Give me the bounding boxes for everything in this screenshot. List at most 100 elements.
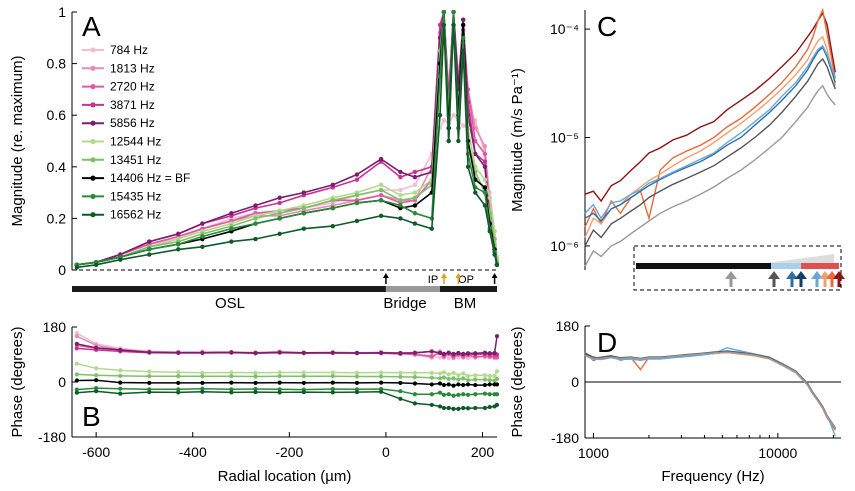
ytick-label-a: 0.8 [47,56,67,72]
legend-marker-4 [90,120,96,126]
inset-arrowhead-0 [725,271,737,279]
point-a [482,143,488,149]
ytick-label-a: 0 [58,262,66,278]
legend-label-2: 2720 Hz [110,80,155,94]
panel-label-b: B [82,401,101,432]
point-a [482,151,488,157]
point-a [441,22,447,28]
ip-label: IP [428,274,438,286]
ytick-label-c: 10⁻⁵ [550,130,579,146]
point-b [473,373,478,378]
point-b [200,380,205,386]
point-b [229,350,234,355]
point-b [456,382,461,387]
inset-arrowhead-3 [795,271,807,279]
point-a [354,177,360,182]
point-b [200,374,205,379]
x-axis-label-b: Radial location (µm) [218,468,352,485]
y-axis-label-b: Phase (degrees) [9,327,26,438]
point-a [451,113,456,118]
point-a [460,123,466,128]
series-b-5 [74,361,500,378]
point-b [176,370,181,375]
anat-arrowhead-0 [382,273,389,278]
inset-bar-bm [801,263,839,269]
point-b [441,370,446,375]
point-b [398,374,403,379]
point-b [446,382,451,387]
series-b-0 [74,331,500,361]
point-a [378,198,384,203]
point-b [429,349,434,354]
point-b [412,370,417,375]
line-b-4 [76,336,498,355]
line-c-6 [584,84,836,267]
point-a [176,242,181,247]
point-b [441,382,446,388]
ytick-label-b: 180 [43,319,67,335]
point-b [253,386,258,392]
inset-arrowhead-4 [811,271,823,279]
point-b [176,380,181,386]
point-b [74,361,79,366]
point-b [451,370,456,375]
line-b-8 [76,387,497,397]
point-a [176,247,181,252]
point-b [398,380,403,386]
point-b [330,390,335,395]
point-b [301,350,306,355]
legend-marker-1 [90,65,96,71]
line-d-4 [584,347,836,437]
point-b [147,389,152,395]
point-b [494,376,500,382]
point-b [330,370,335,375]
inset-arrowhead-1 [768,271,780,279]
legend-marker-3 [90,102,96,108]
point-b [330,350,335,355]
point-b [253,370,258,375]
point-b [301,374,306,379]
panel-label-d: D [597,327,617,358]
line-c-0 [584,11,836,203]
ytick-label-a: 0.6 [47,107,67,123]
ytick-label-a: 0.4 [47,159,67,175]
xtick-label-d: 1000 [578,445,609,461]
point-a [200,244,205,249]
point-a [147,247,152,252]
anat-arrowhead-2 [441,273,448,278]
point-b [437,390,443,395]
point-b [354,374,360,379]
series-a-9 [74,22,499,270]
point-b [451,406,456,411]
point-b [473,392,478,397]
point-a [482,185,488,190]
point-a [354,172,360,177]
point-b [437,371,443,376]
point-a [277,231,282,237]
point-b [441,405,446,411]
xtick-label-b: -600 [82,444,110,460]
point-b [277,374,282,379]
y-axis-label-c: Magnitude (m/s Pa⁻¹) [509,68,526,212]
point-a [253,236,258,242]
point-b [451,351,456,356]
series-b-9 [74,389,500,411]
point-b [74,334,79,339]
line-b-9 [76,390,498,410]
point-b [398,396,403,401]
point-b [482,405,488,411]
point-a [451,22,456,28]
legend-label-7: 14406 Hz = BF [110,171,190,185]
point-a [412,221,418,226]
point-b [461,392,466,397]
point-b [354,370,360,375]
point-b [378,374,384,379]
line-c-2 [584,35,836,238]
point-b [147,369,152,374]
point-b [429,370,434,375]
point-a [398,174,403,180]
bridge-label: Bridge [383,295,426,312]
point-b [482,373,488,378]
legend-marker-6 [90,157,96,163]
